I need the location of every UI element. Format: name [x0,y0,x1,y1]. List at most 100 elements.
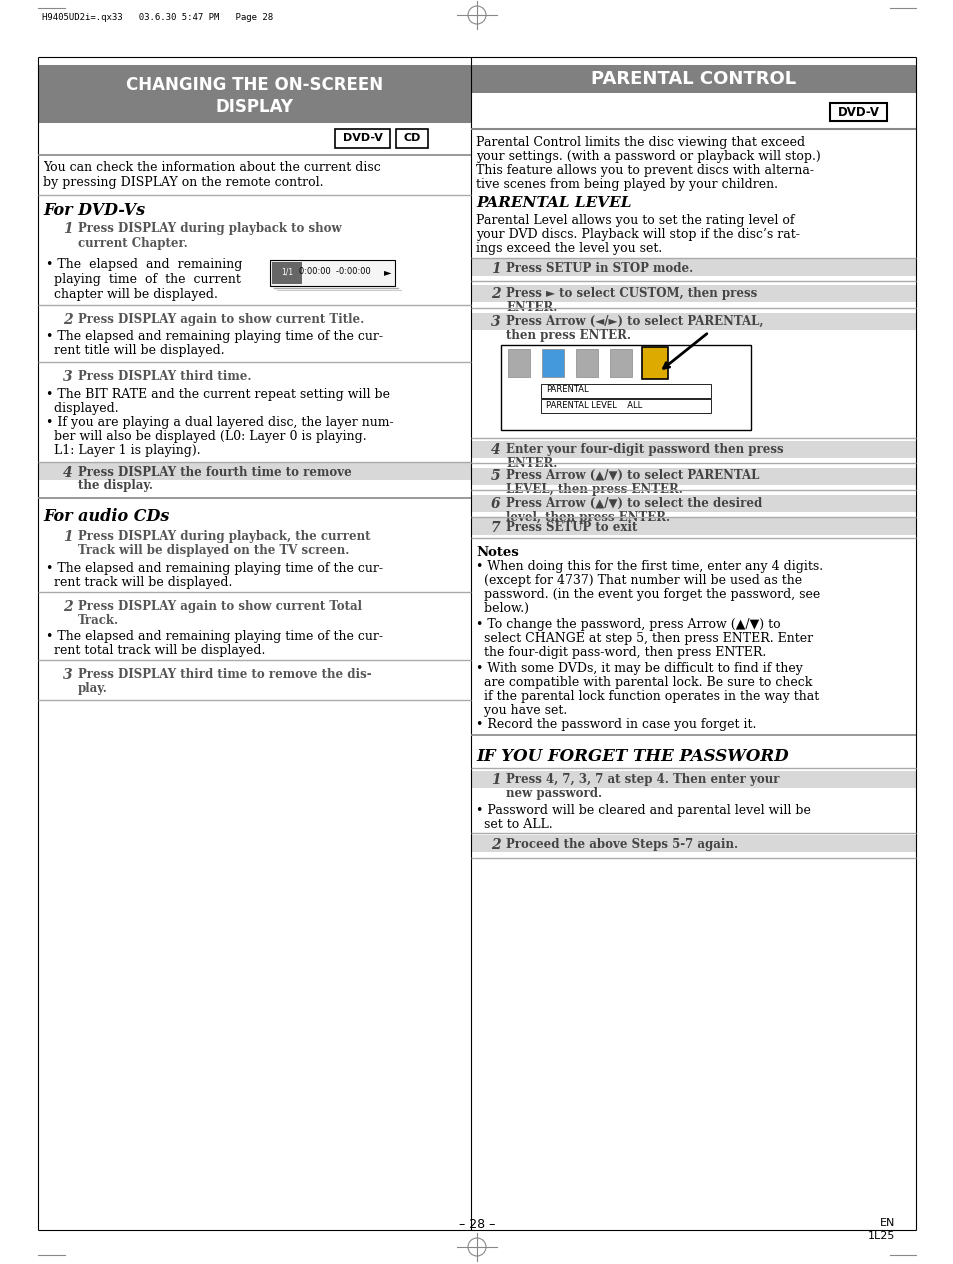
Text: PARENTAL: PARENTAL [545,386,588,394]
Text: Track.: Track. [78,614,119,627]
Text: Press Arrow (◄/►) to select PARENTAL,: Press Arrow (◄/►) to select PARENTAL, [505,315,762,327]
Bar [272,262,302,284]
Text: 7: 7 [491,521,500,535]
Text: Press DISPLAY during playback, the current: Press DISPLAY during playback, the curre… [78,530,370,544]
Text: • Record the password in case you forget it.: • Record the password in case you forget… [476,718,756,731]
Bar [641,348,667,379]
Text: – 28 –: – 28 – [458,1218,495,1231]
Text: chapter will be displayed.: chapter will be displayed. [46,288,217,301]
Text: ings exceed the level you set.: ings exceed the level you set. [476,241,661,255]
Text: Notes: Notes [476,546,518,559]
Bar [471,495,915,512]
Text: rent track will be displayed.: rent track will be displayed. [46,576,233,589]
Bar [540,384,710,398]
Text: • With some DVDs, it may be difficult to find if they: • With some DVDs, it may be difficult to… [476,662,802,675]
Text: 1/1: 1/1 [280,268,293,277]
Text: • The elapsed and remaining playing time of the cur-: • The elapsed and remaining playing time… [46,562,382,575]
Bar [335,129,390,148]
Text: 4: 4 [491,442,500,458]
Bar [270,260,395,286]
Text: Press ► to select CUSTOM, then press: Press ► to select CUSTOM, then press [505,287,757,300]
Bar [471,441,915,458]
Text: 1: 1 [491,262,500,276]
Text: playing  time  of  the  current: playing time of the current [46,273,240,286]
Bar [829,102,886,121]
Text: below.): below.) [476,602,529,616]
Text: ber will also be displayed (L0: Layer 0 is playing.: ber will also be displayed (L0: Layer 0 … [46,430,366,442]
Text: PARENTAL LEVEL: PARENTAL LEVEL [476,196,631,210]
Bar [471,518,915,535]
Bar [471,468,915,485]
Bar [643,349,665,377]
Text: L1: Layer 1 is playing).: L1: Layer 1 is playing). [46,444,200,458]
Text: Press DISPLAY again to show current Total: Press DISPLAY again to show current Tota… [78,600,361,613]
Text: the display.: the display. [78,479,152,492]
Bar [576,349,598,377]
Text: 6: 6 [491,497,500,511]
Text: • To change the password, press Arrow (▲/▼) to: • To change the password, press Arrow (▲… [476,618,780,631]
Text: your settings. (with a password or playback will stop.): your settings. (with a password or playb… [476,150,820,163]
Text: 3: 3 [63,370,72,384]
Text: Parental Level allows you to set the rating level of: Parental Level allows you to set the rat… [476,214,794,228]
Bar [471,284,915,302]
Text: DVD-V: DVD-V [837,105,879,119]
Text: PARENTAL LEVEL    ALL: PARENTAL LEVEL ALL [545,401,641,410]
Text: 3: 3 [63,667,72,683]
Text: (except for 4737) That number will be used as the: (except for 4737) That number will be us… [476,574,801,586]
Text: 2: 2 [63,600,72,614]
Text: your DVD discs. Playback will stop if the disc’s rat-: your DVD discs. Playback will stop if th… [476,228,799,241]
Text: 2: 2 [63,313,72,327]
Text: 0:00:00  -0:00:00: 0:00:00 -0:00:00 [299,268,371,277]
Text: DVD-V: DVD-V [342,133,382,143]
Bar [471,259,915,276]
Text: CD: CD [403,133,420,143]
Text: • When doing this for the first time, enter any 4 digits.: • When doing this for the first time, en… [476,560,822,573]
Text: 2: 2 [491,838,500,852]
Text: tive scenes from being played by your children.: tive scenes from being played by your ch… [476,178,778,191]
Text: password. (in the event you forget the password, see: password. (in the event you forget the p… [476,588,820,600]
Text: EN: EN [879,1218,894,1229]
Bar [395,129,428,148]
Text: • The elapsed and remaining playing time of the cur-: • The elapsed and remaining playing time… [46,330,382,343]
Text: Press SETUP in STOP mode.: Press SETUP in STOP mode. [505,262,693,276]
Text: 1L25: 1L25 [866,1231,894,1241]
Text: • The  elapsed  and  remaining: • The elapsed and remaining [46,258,242,270]
Text: play.: play. [78,683,108,695]
Text: select CHANGE at step 5, then press ENTER. Enter: select CHANGE at step 5, then press ENTE… [476,632,812,645]
Text: you have set.: you have set. [476,704,567,717]
Text: the four-digit pass-word, then press ENTER.: the four-digit pass-word, then press ENT… [476,646,765,659]
Text: 2: 2 [491,287,500,301]
Bar [471,836,915,852]
Text: then press ENTER.: then press ENTER. [505,329,630,343]
Text: 1: 1 [63,222,72,236]
Text: new password.: new password. [505,787,601,800]
Text: level, then press ENTER.: level, then press ENTER. [505,511,669,525]
Bar [541,349,563,377]
Text: 4: 4 [63,466,72,480]
Text: rent title will be displayed.: rent title will be displayed. [46,344,224,356]
Text: Press SETUP to exit: Press SETUP to exit [505,521,637,533]
Text: DISPLAY: DISPLAY [215,97,294,116]
Text: H9405UD2i=.qx33   03.6.30 5:47 PM   Page 28: H9405UD2i=.qx33 03.6.30 5:47 PM Page 28 [42,14,273,23]
Text: PARENTAL CONTROL: PARENTAL CONTROL [590,70,795,88]
Bar [471,771,915,787]
Text: Press 4, 7, 3, 7 at step 4. Then enter your: Press 4, 7, 3, 7 at step 4. Then enter y… [505,774,779,786]
Text: This feature allows you to prevent discs with alterna-: This feature allows you to prevent discs… [476,164,813,177]
Text: current Chapter.: current Chapter. [78,238,188,250]
Text: IF YOU FORGET THE PASSWORD: IF YOU FORGET THE PASSWORD [476,748,788,765]
Bar [471,313,915,330]
Text: • If you are playing a dual layered disc, the layer num-: • If you are playing a dual layered disc… [46,416,394,428]
Text: • The elapsed and remaining playing time of the cur-: • The elapsed and remaining playing time… [46,629,382,643]
Text: Press DISPLAY third time.: Press DISPLAY third time. [78,370,252,383]
Text: Enter your four-digit password then press: Enter your four-digit password then pres… [505,442,782,456]
Text: ENTER.: ENTER. [505,458,557,470]
Text: You can check the information about the current disc
by pressing DISPLAY on the : You can check the information about the … [43,161,380,190]
Text: LEVEL, then press ENTER.: LEVEL, then press ENTER. [505,483,682,495]
Bar [38,463,471,480]
Text: Press Arrow (▲/▼) to select the desired: Press Arrow (▲/▼) to select the desired [505,497,761,509]
Text: displayed.: displayed. [46,402,118,415]
Text: Track will be displayed on the TV screen.: Track will be displayed on the TV screen… [78,544,349,557]
Bar [609,349,631,377]
Text: Parental Control limits the disc viewing that exceed: Parental Control limits the disc viewing… [476,137,804,149]
Text: rent total track will be displayed.: rent total track will be displayed. [46,643,265,657]
